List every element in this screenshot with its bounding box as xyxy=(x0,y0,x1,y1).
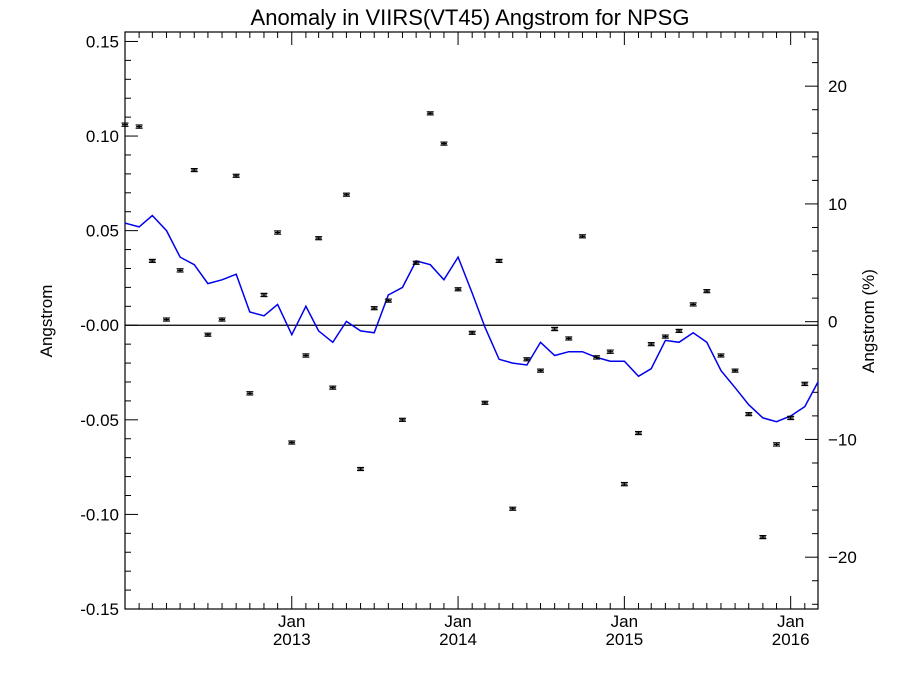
y2-tick-label: −20 xyxy=(828,548,857,567)
data-point xyxy=(121,122,129,127)
data-point xyxy=(398,417,406,422)
y2-tick-label: 0 xyxy=(828,313,837,332)
data-point xyxy=(787,415,795,421)
data-point xyxy=(246,391,254,396)
data-point xyxy=(717,353,725,358)
plot-area: 0.15 0.10 0.05 -0.00 -0.05 -0.10 -0.15 20 10 0 −10… xyxy=(80,31,857,649)
x-tick-month-label: Jan xyxy=(444,612,471,631)
data-point xyxy=(288,440,296,445)
data-point xyxy=(148,258,156,264)
data-point xyxy=(606,349,614,354)
data-point xyxy=(661,334,669,339)
data-point xyxy=(135,124,143,129)
y-tick-label: -0.10 xyxy=(80,505,119,524)
chart-title: Anomaly in VIIRS(VT45) Angstrom for NPSG xyxy=(251,5,690,30)
x-tick-month-label: Jan xyxy=(611,612,638,631)
data-point xyxy=(426,111,434,116)
data-point xyxy=(689,302,697,307)
data-point xyxy=(647,342,655,347)
data-point xyxy=(302,353,310,358)
data-point xyxy=(342,192,350,197)
y-tick-label: 0.10 xyxy=(86,127,119,146)
data-point xyxy=(537,368,545,373)
data-point xyxy=(232,173,240,178)
x-tick-year-label: 2016 xyxy=(772,630,810,649)
data-point xyxy=(370,306,378,311)
data-point xyxy=(190,167,198,173)
y-tick-label: -0.05 xyxy=(80,411,119,430)
data-point xyxy=(454,287,462,292)
y-tick-label: -0.15 xyxy=(80,600,119,619)
y2-tick-label: 10 xyxy=(828,195,847,214)
data-point xyxy=(440,141,448,146)
x-tick-month-label: Jan xyxy=(777,612,804,631)
y2-axis-label: Angstrom (%) xyxy=(859,269,878,373)
data-point xyxy=(801,381,809,387)
y2-tick-label: 20 xyxy=(828,77,847,96)
x-tick-year-label: 2013 xyxy=(273,630,311,649)
data-point xyxy=(412,260,420,265)
plot-frame xyxy=(124,31,819,610)
data-point xyxy=(759,534,767,540)
y2-tick-label: −10 xyxy=(828,430,857,449)
data-point xyxy=(384,298,392,303)
data-point xyxy=(578,234,586,239)
data-point xyxy=(468,330,476,335)
data-point xyxy=(218,317,226,322)
data-point xyxy=(523,357,531,362)
data-point xyxy=(162,317,170,322)
x-tick-month-label: Jan xyxy=(278,612,305,631)
x-tick-year-label: 2014 xyxy=(439,630,477,649)
data-point xyxy=(329,385,337,390)
data-point xyxy=(731,368,739,373)
y-tick-label: 0.05 xyxy=(86,222,119,241)
data-point xyxy=(773,442,781,447)
data-point xyxy=(260,292,268,298)
data-point xyxy=(509,506,517,511)
data-point xyxy=(357,466,365,472)
y-axis-label: Angstrom xyxy=(37,285,56,358)
data-point xyxy=(315,236,323,241)
data-point xyxy=(593,355,601,360)
data-point xyxy=(495,258,503,264)
data-point xyxy=(481,400,489,405)
data-point xyxy=(176,268,184,273)
x-tick-year-label: 2015 xyxy=(605,630,643,649)
data-point xyxy=(565,336,573,341)
running-mean-line xyxy=(124,214,819,423)
y-tick-label: 0.15 xyxy=(86,32,119,51)
data-point xyxy=(274,230,282,235)
data-point xyxy=(634,430,642,436)
data-point xyxy=(204,332,212,337)
data-point xyxy=(551,326,559,332)
y-tick-label: -0.00 xyxy=(80,316,119,335)
data-point xyxy=(620,481,628,487)
data-point xyxy=(745,412,753,417)
data-point xyxy=(703,289,711,294)
data-point xyxy=(675,328,683,334)
